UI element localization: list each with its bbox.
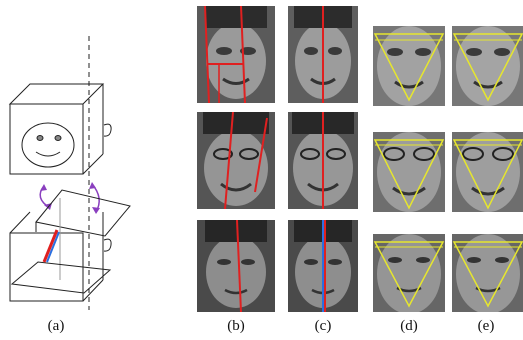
blue-marker xyxy=(46,231,60,263)
ear-icon xyxy=(103,123,112,137)
face-c3 xyxy=(288,220,358,312)
face-c2 xyxy=(288,112,358,209)
smiley-face-icon xyxy=(21,122,75,168)
panel-label-e: (e) xyxy=(477,318,495,334)
panel-label-a: (a) xyxy=(47,318,65,334)
face-b2 xyxy=(197,112,275,209)
face-e1 xyxy=(452,26,523,106)
panel-label-c: (c) xyxy=(314,318,332,334)
face-c1 xyxy=(288,6,358,103)
panel-label-d: (d) xyxy=(400,318,418,334)
face-d3 xyxy=(373,234,445,312)
face-e3 xyxy=(452,234,523,312)
face-e2 xyxy=(452,132,523,212)
panel-a-diagram xyxy=(8,36,131,310)
upper-box xyxy=(8,83,105,175)
red-marker xyxy=(42,229,59,263)
face-d1 xyxy=(373,26,445,106)
panel-label-b: (b) xyxy=(227,318,245,334)
face-b1 xyxy=(197,6,275,103)
face-b3 xyxy=(197,220,275,312)
lower-box xyxy=(9,198,112,302)
tilted-plane xyxy=(35,189,131,237)
face-d2 xyxy=(373,132,445,212)
